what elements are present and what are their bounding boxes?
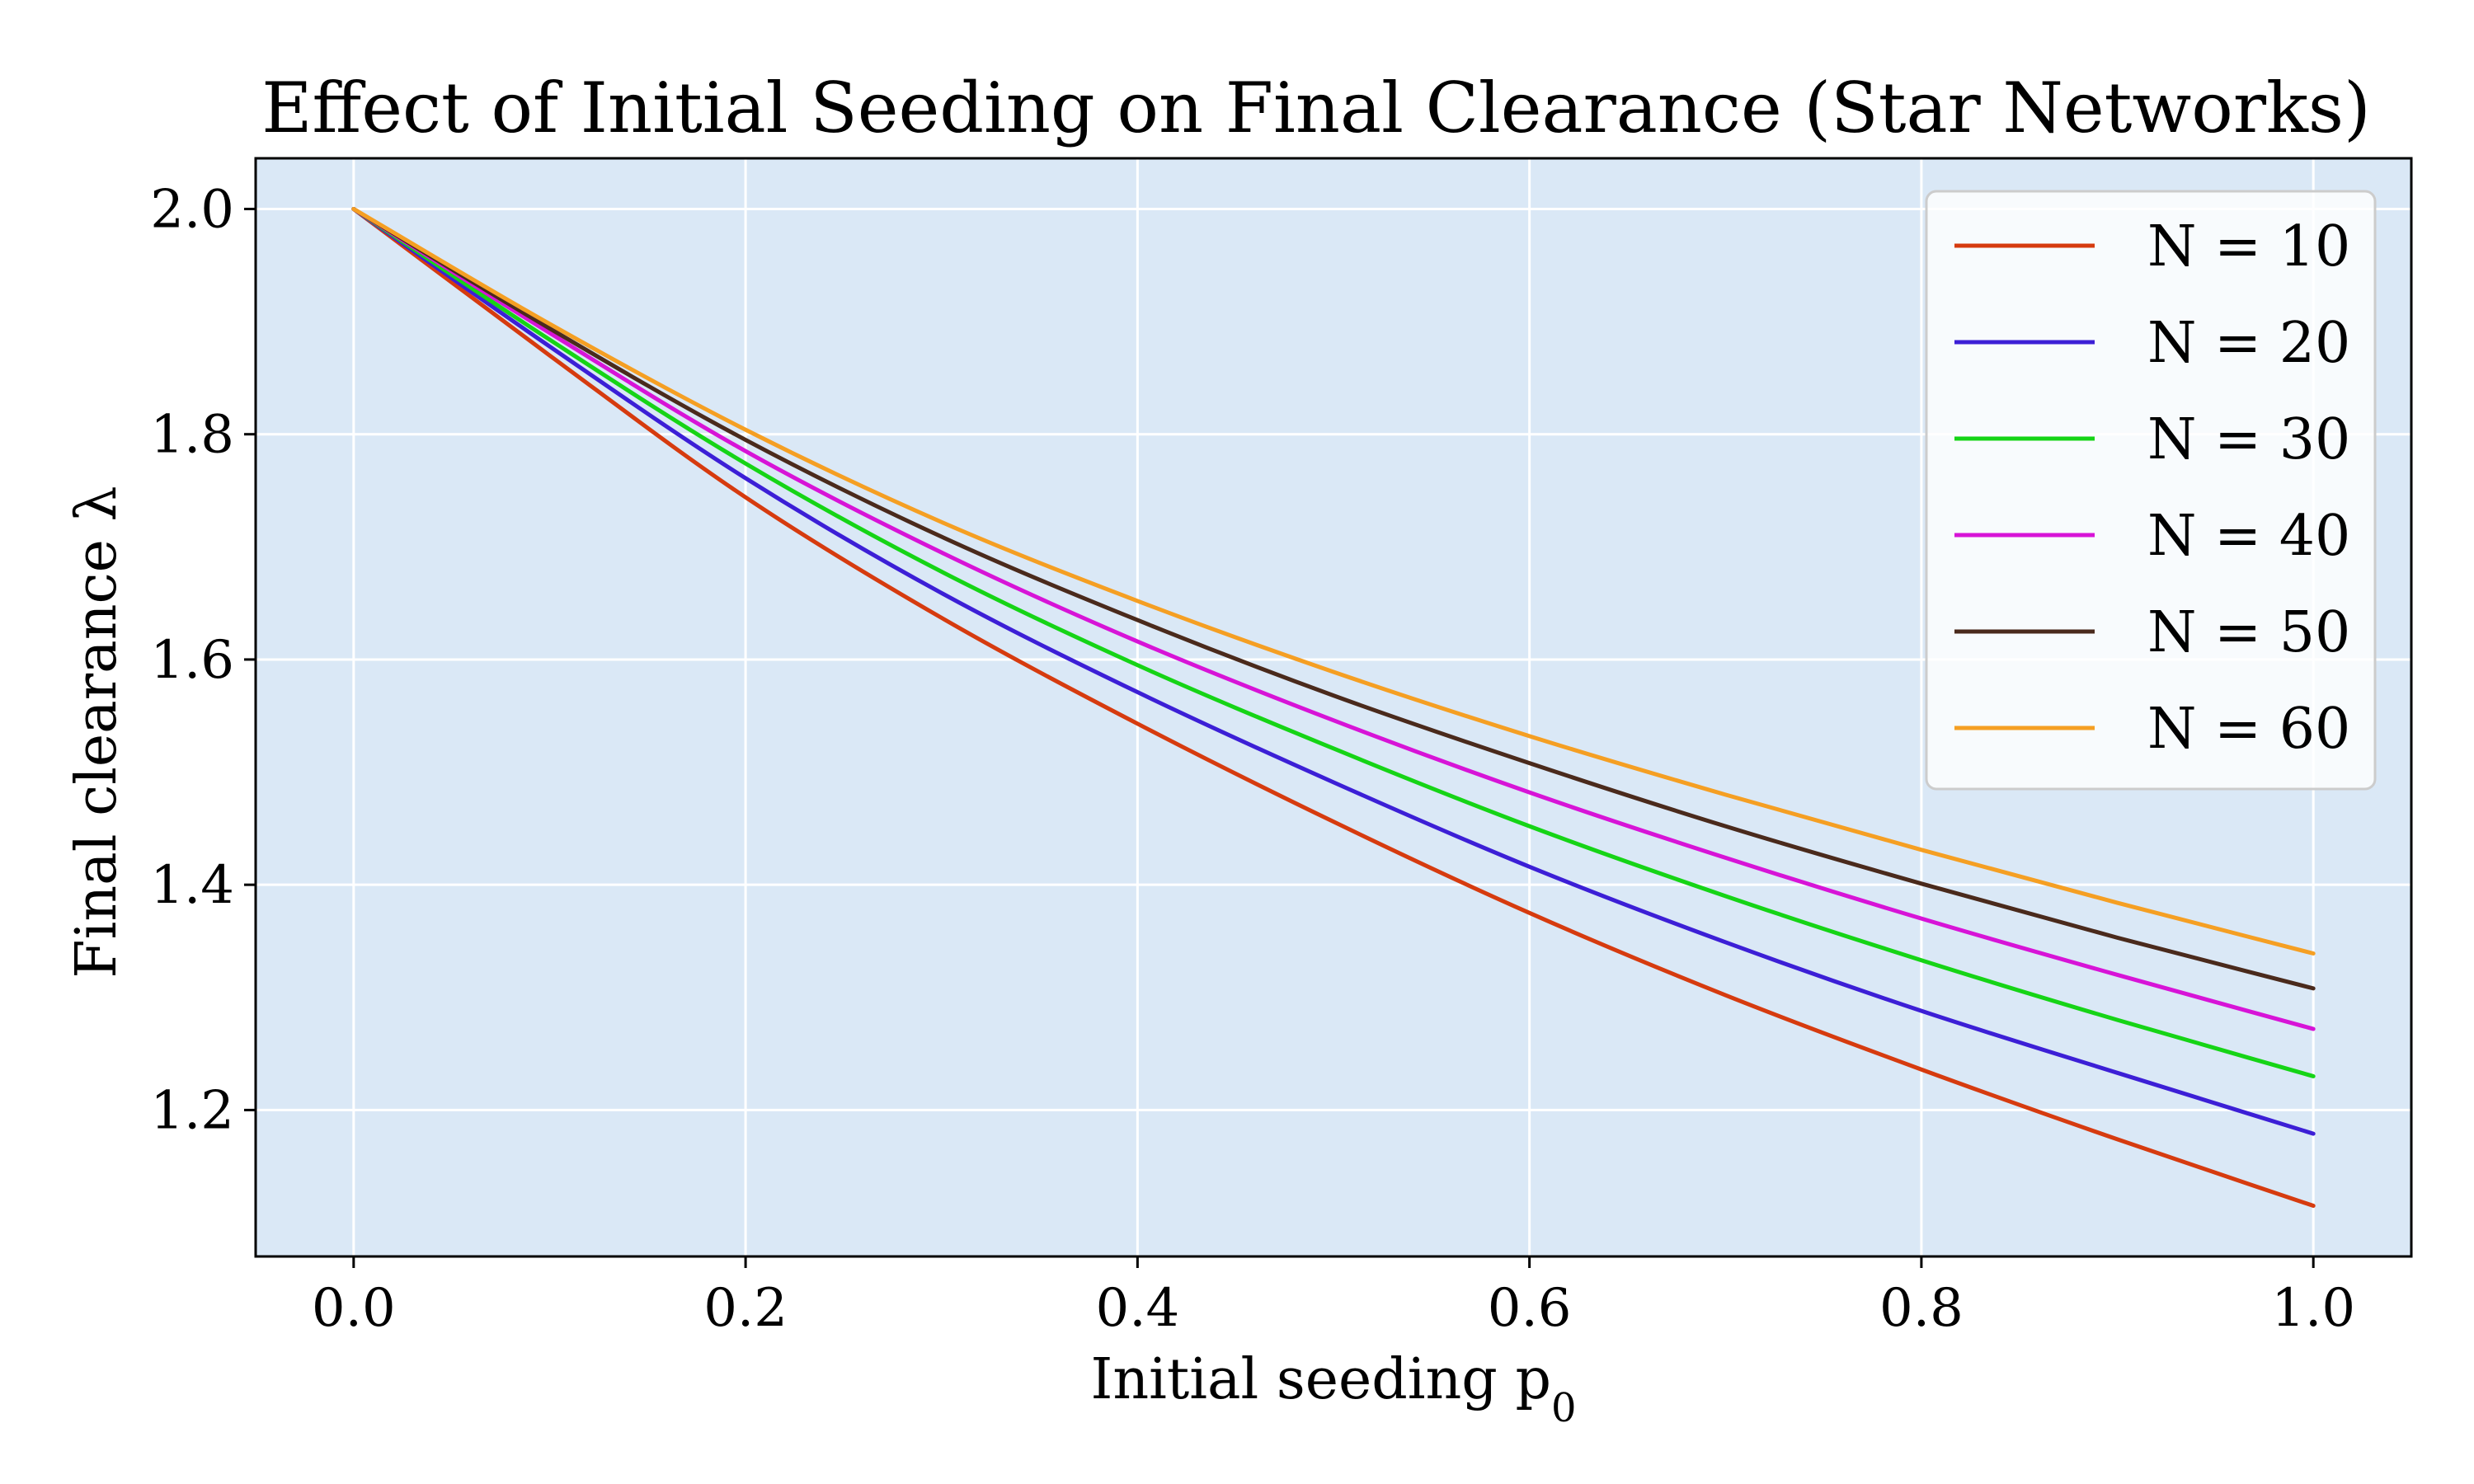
y-tick-label: 1.4 <box>150 855 234 916</box>
series-line-1 <box>351 206 2316 1209</box>
x-tick-label: 0.4 <box>1095 1278 1179 1339</box>
chart-title: Effect of Initial Seeding on Final Clear… <box>261 68 2371 148</box>
plot-frame <box>254 157 2413 1258</box>
x-tick-label: 0.8 <box>1879 1278 1964 1339</box>
y-tick-label: 1.6 <box>150 630 234 691</box>
legend-item: N = 50 <box>1954 600 2350 665</box>
legend-label: N = 30 <box>2147 407 2350 472</box>
y-axis-label: Final clearance λ <box>64 486 129 978</box>
y-tick-label: 1.8 <box>150 405 234 466</box>
series-lines <box>351 206 2316 1209</box>
legend-item: N = 40 <box>1954 504 2350 569</box>
legend: N = 10 N = 20 N = 30 N = 40 N = 50 N = 60 <box>1925 190 2377 791</box>
series-line-6 <box>351 206 2316 956</box>
x-axis-label-text: Initial seeding p <box>1090 1347 1551 1412</box>
legend-items: N = 10 N = 20 N = 30 N = 40 N = 50 N = 60 <box>1954 214 2350 762</box>
series-line-2 <box>351 206 2316 1136</box>
y-axis-ticks: 1.2 1.4 1.6 1.8 2.0 <box>150 179 256 1141</box>
legend-item: N = 30 <box>1954 407 2350 472</box>
legend-item: N = 10 <box>1954 214 2350 279</box>
y-tick-label: 2.0 <box>150 179 234 240</box>
legend-label: N = 40 <box>2147 504 2350 569</box>
y-tick-label: 1.2 <box>150 1080 234 1141</box>
legend-label: N = 20 <box>2147 311 2350 376</box>
series-line-4 <box>351 206 2316 1031</box>
x-tick-label: 0.0 <box>312 1278 396 1339</box>
x-tick-label: 0.6 <box>1488 1278 1572 1339</box>
x-tick-label: 0.2 <box>703 1278 788 1339</box>
series-line-3 <box>351 206 2316 1078</box>
x-tick-label: 1.0 <box>2271 1278 2355 1339</box>
legend-item: N = 60 <box>1954 697 2350 762</box>
x-axis-label: Initial seeding p0 <box>1090 1347 1576 1431</box>
series-line-5 <box>351 206 2316 991</box>
x-axis-ticks: 0.0 0.2 0.4 0.6 0.8 1.0 <box>312 1256 2355 1339</box>
legend-item: N = 20 <box>1954 311 2350 376</box>
legend-label: N = 50 <box>2147 600 2350 665</box>
legend-label: N = 10 <box>2147 214 2350 279</box>
legend-label: N = 60 <box>2147 697 2350 762</box>
x-axis-label-subscript: 0 <box>1551 1385 1577 1431</box>
